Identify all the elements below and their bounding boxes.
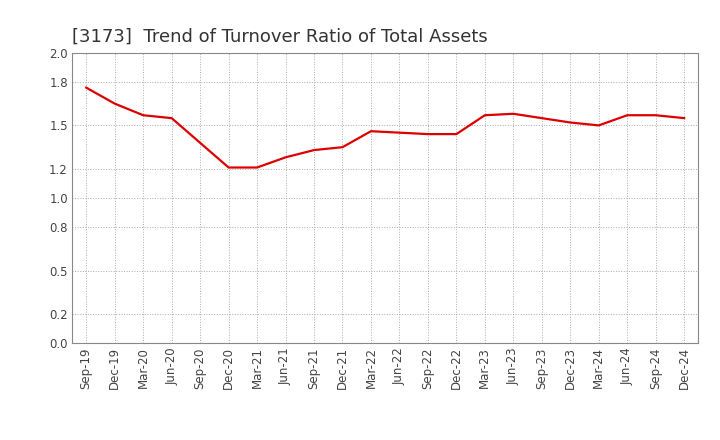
Text: [3173]  Trend of Turnover Ratio of Total Assets: [3173] Trend of Turnover Ratio of Total …: [72, 28, 487, 46]
